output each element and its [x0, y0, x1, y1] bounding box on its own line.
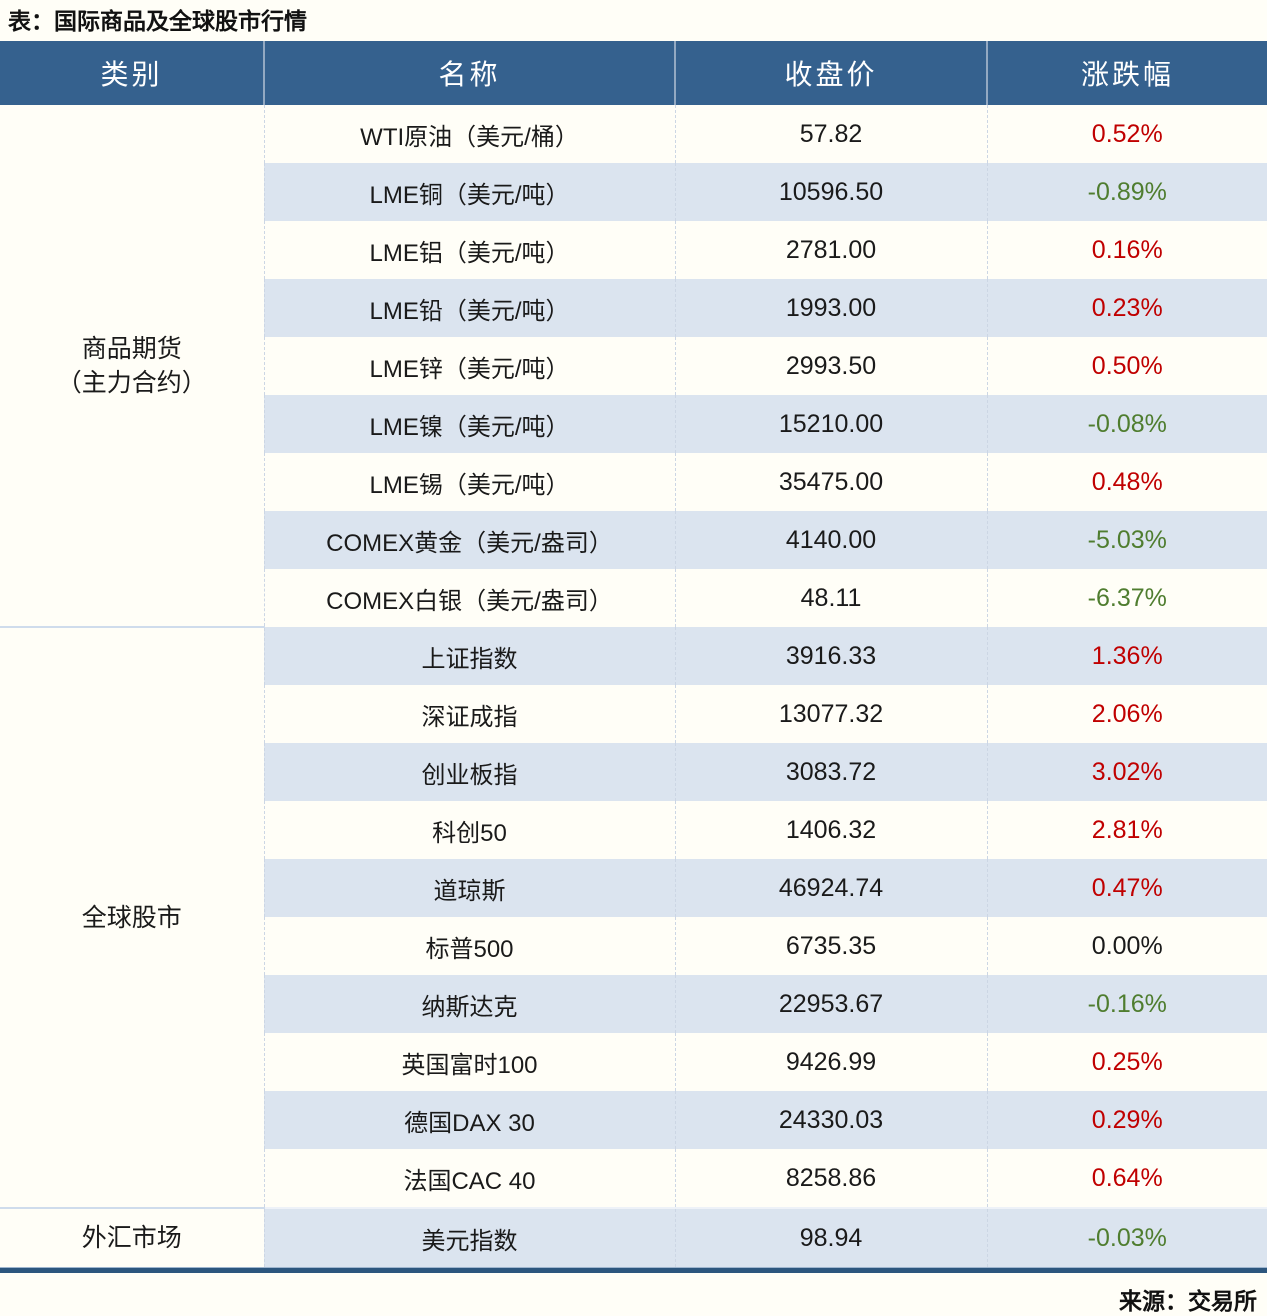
instrument-name-cell: 英国富时100 — [263, 1033, 675, 1091]
close-price-cell: 48.11 — [674, 569, 987, 627]
table-row: LME铜（美元/吨） 10596.50 -0.89% — [0, 163, 1267, 221]
instrument-name-cell: LME铝（美元/吨） — [263, 221, 675, 279]
instrument-name-cell: COMEX白银（美元/盎司） — [263, 569, 675, 627]
change-pct-cell: 2.06% — [986, 685, 1267, 743]
change-pct-cell: -0.03% — [986, 1207, 1267, 1267]
category-label-line: （主力合约） — [56, 368, 207, 397]
market-quotes-table: 类别 名称 收盘价 涨跌幅 商品期货 （主力合约） WTI原油（美元/桶） 57.82… — [0, 41, 1267, 1267]
change-pct-cell: -0.08% — [986, 395, 1267, 453]
close-price-cell: 8258.86 — [674, 1149, 987, 1208]
table-row: 外汇市场 美元指数 98.94 -0.03% — [0, 1207, 1267, 1267]
close-price-cell: 4140.00 — [674, 511, 987, 569]
header-name: 名称 — [263, 41, 675, 105]
instrument-name-cell: 法国CAC 40 — [263, 1149, 675, 1208]
table-row: LME铅（美元/吨） 1993.00 0.23% — [0, 279, 1267, 337]
table-row: LME锌（美元/吨） 2993.50 0.50% — [0, 337, 1267, 395]
change-pct-cell: 0.52% — [986, 105, 1267, 163]
change-pct-cell: 2.81% — [986, 801, 1267, 859]
close-price-cell: 1406.32 — [674, 801, 987, 859]
instrument-name-cell: LME铅（美元/吨） — [263, 279, 675, 337]
table-row: LME镍（美元/吨） 15210.00 -0.08% — [0, 395, 1267, 453]
table-row: 科创50 1406.32 2.81% — [0, 801, 1267, 859]
table-row: 英国富时100 9426.99 0.25% — [0, 1033, 1267, 1091]
category-cell: 商品期货 （主力合约） — [0, 105, 264, 628]
category-label-line: 商品期货 — [81, 334, 182, 363]
instrument-name-cell: LME锌（美元/吨） — [263, 337, 675, 395]
close-price-cell: 13077.32 — [674, 685, 987, 743]
table-row: LME铝（美元/吨） 2781.00 0.16% — [0, 221, 1267, 279]
header-row: 类别 名称 收盘价 涨跌幅 — [0, 41, 1267, 105]
change-pct-cell: -5.03% — [986, 511, 1267, 569]
change-pct-cell: 0.47% — [986, 859, 1267, 917]
category-cell: 全球股市 — [0, 627, 264, 1209]
close-price-cell: 15210.00 — [674, 395, 987, 453]
header-category: 类别 — [0, 41, 264, 105]
instrument-name-cell: LME镍（美元/吨） — [263, 395, 675, 453]
category-cell: 外汇市场 — [0, 1207, 264, 1267]
close-price-cell: 22953.67 — [674, 975, 987, 1033]
header-change-pct: 涨跌幅 — [986, 41, 1267, 105]
table-row: LME锡（美元/吨） 35475.00 0.48% — [0, 453, 1267, 511]
instrument-name-cell: 上证指数 — [263, 627, 675, 685]
close-price-cell: 98.94 — [674, 1207, 987, 1267]
bottom-border-rule — [0, 1267, 1267, 1273]
instrument-name-cell: 德国DAX 30 — [263, 1091, 675, 1149]
close-price-cell: 46924.74 — [674, 859, 987, 917]
change-pct-cell: -6.37% — [986, 569, 1267, 627]
close-price-cell: 3916.33 — [674, 627, 987, 685]
close-price-cell: 57.82 — [674, 105, 987, 163]
close-price-cell: 1993.00 — [674, 279, 987, 337]
change-pct-cell: -0.16% — [986, 975, 1267, 1033]
instrument-name-cell: 纳斯达克 — [263, 975, 675, 1033]
instrument-name-cell: LME铜（美元/吨） — [263, 163, 675, 221]
instrument-name-cell: 深证成指 — [263, 685, 675, 743]
instrument-name-cell: 美元指数 — [263, 1207, 675, 1267]
table-row: 标普500 6735.35 0.00% — [0, 917, 1267, 975]
table-row: 商品期货 （主力合约） WTI原油（美元/桶） 57.82 0.52% — [0, 105, 1267, 628]
change-pct-cell: 0.29% — [986, 1091, 1267, 1149]
close-price-cell: 3083.72 — [674, 743, 987, 801]
close-price-cell: 2993.50 — [674, 337, 987, 395]
source-note: 来源：交易所 — [1119, 1288, 1257, 1314]
instrument-name-cell: 标普500 — [263, 917, 675, 975]
close-price-cell: 35475.00 — [674, 453, 987, 511]
instrument-name-cell: 道琼斯 — [263, 859, 675, 917]
table-title: 表：国际商品及全球股市行情 — [8, 8, 307, 34]
close-price-cell: 9426.99 — [674, 1033, 987, 1091]
table-row: 创业板指 3083.72 3.02% — [0, 743, 1267, 801]
change-pct-cell: 0.00% — [986, 917, 1267, 975]
header-close-price: 收盘价 — [674, 41, 987, 105]
instrument-name-cell: WTI原油（美元/桶） — [263, 105, 675, 163]
change-pct-cell: 0.50% — [986, 337, 1267, 395]
close-price-cell: 6735.35 — [674, 917, 987, 975]
table-row: COMEX白银（美元/盎司） 48.11 -6.37% — [0, 569, 1267, 627]
table-row: 纳斯达克 22953.67 -0.16% — [0, 975, 1267, 1033]
table-row: 德国DAX 30 24330.03 0.29% — [0, 1091, 1267, 1149]
change-pct-cell: 0.48% — [986, 453, 1267, 511]
change-pct-cell: 0.25% — [986, 1033, 1267, 1091]
change-pct-cell: 1.36% — [986, 627, 1267, 685]
close-price-cell: 2781.00 — [674, 221, 987, 279]
table-row: 深证成指 13077.32 2.06% — [0, 685, 1267, 743]
instrument-name-cell: 创业板指 — [263, 743, 675, 801]
category-label-line: 全球股市 — [81, 903, 182, 932]
change-pct-cell: 0.64% — [986, 1149, 1267, 1208]
table-row: 全球股市 上证指数 3916.33 1.36% — [0, 627, 1267, 1209]
table-row: COMEX黄金（美元/盎司） 4140.00 -5.03% — [0, 511, 1267, 569]
change-pct-cell: 3.02% — [986, 743, 1267, 801]
instrument-name-cell: LME锡（美元/吨） — [263, 453, 675, 511]
category-label-line: 外汇市场 — [81, 1224, 182, 1252]
instrument-name-cell: COMEX黄金（美元/盎司） — [263, 511, 675, 569]
change-pct-cell: -0.89% — [986, 163, 1267, 221]
close-price-cell: 24330.03 — [674, 1091, 987, 1149]
table-row: 法国CAC 40 8258.86 0.64% — [0, 1149, 1267, 1208]
table-body: 商品期货 （主力合约） WTI原油（美元/桶） 57.82 0.52% LME铜（美元/吨… — [0, 105, 1267, 1267]
close-price-cell: 10596.50 — [674, 163, 987, 221]
table-row: 道琼斯 46924.74 0.47% — [0, 859, 1267, 917]
change-pct-cell: 0.16% — [986, 221, 1267, 279]
table-header: 类别 名称 收盘价 涨跌幅 — [0, 41, 1267, 105]
change-pct-cell: 0.23% — [986, 279, 1267, 337]
instrument-name-cell: 科创50 — [263, 801, 675, 859]
